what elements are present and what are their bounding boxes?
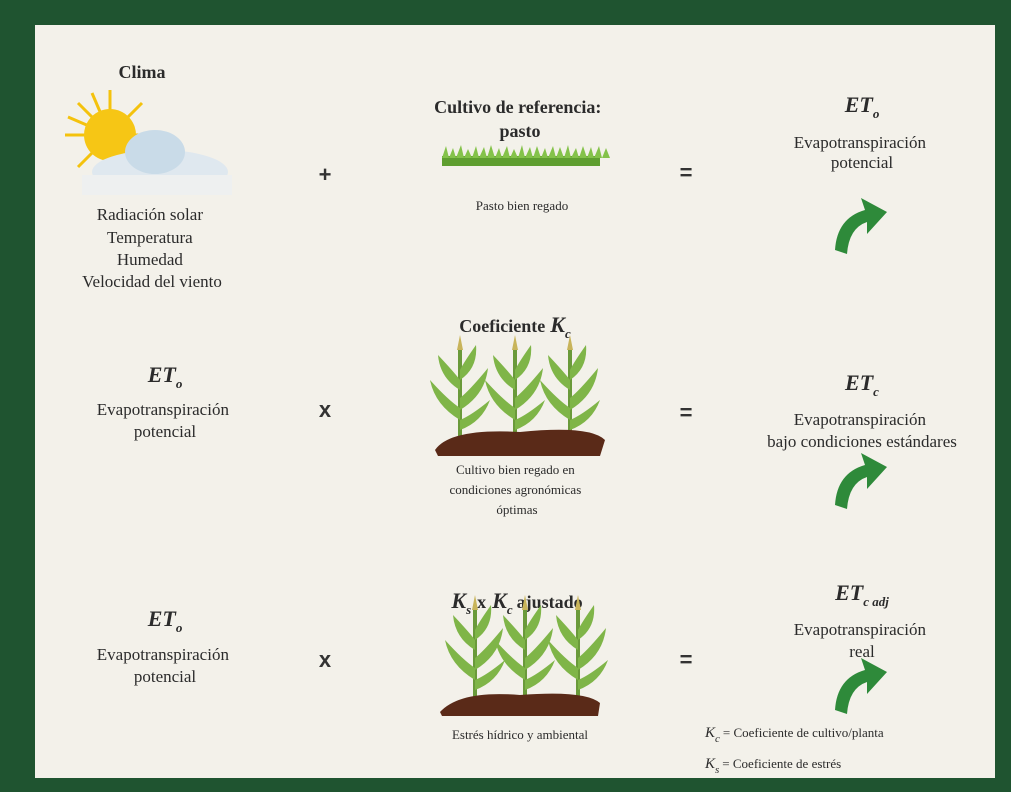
left-symbol: ETo [147,362,183,391]
text: ET [147,606,178,631]
clima-factors: Radiación solar Temperatura Humedad Velo… [82,205,222,291]
text: potencial [134,422,197,441]
left-text: Evapotranspiración potencial [97,645,233,686]
operator: + [319,162,332,187]
middle-title: Cultivo de referencia: pasto [434,97,606,141]
text: K [491,588,508,613]
text: Evapotranspiración [97,645,230,664]
text: o [176,376,183,391]
text: K [549,312,566,337]
text: Cultivo bien regado en [456,462,575,477]
text: ET [147,362,178,387]
text: = Coeficiente de estrés [722,756,841,771]
result-text: Evapotranspiración real [794,620,930,661]
left-text: Evapotranspiración potencial [97,400,233,441]
text: c [715,733,720,745]
equals: = [680,647,693,672]
equals: = [680,400,693,425]
clima-title: Clima [119,62,166,82]
text: potencial [831,153,894,172]
text: real [849,642,875,661]
text: Cultivo de referencia: [434,97,601,117]
text: Evapotranspiración [794,620,927,639]
legend-item: Ks = Coeficiente de estrés [704,756,841,776]
text: s [715,764,719,776]
text: ajustado [517,592,583,612]
text: Radiación solar [97,205,204,224]
text: condiciones agronómicas [449,482,581,497]
text: Evapotranspiración [794,410,927,429]
text: o [873,106,880,121]
text: Evapotranspiración [97,400,230,419]
text: K [704,725,716,741]
text: K [704,756,716,772]
result-text: Evapotranspiración potencial [794,133,930,172]
text: c [507,602,513,617]
text: s [465,602,471,617]
equals: = [680,160,693,185]
left-symbol: ETo [147,606,183,635]
result-text: Evapotranspiración bajo condiciones está… [767,410,957,451]
text: o [176,620,183,635]
text: ET [834,580,865,605]
middle-title: Ks x Kc ajustado [450,588,582,617]
text: Evapotranspiración [794,133,927,152]
grass-icon [442,145,610,166]
text: c [565,326,571,341]
caption: Cultivo bien regado en condiciones agron… [449,462,584,517]
text: c [873,384,879,399]
middle-title: Coeficiente Kc [459,312,571,341]
text: potencial [134,667,197,686]
caption: Estrés hídrico y ambiental [452,727,588,742]
text: Velocidad del viento [82,272,222,291]
text: bajo condiciones estándares [767,432,957,451]
caption: Pasto bien regado [476,198,568,213]
text: Humedad [117,250,184,269]
operator: x [319,397,332,422]
text: = Coeficiente de cultivo/planta [723,725,884,740]
text: ET [844,92,875,117]
text: ET [844,370,875,395]
result-symbol: ETc adj [834,580,889,609]
text: Coeficiente [459,316,545,336]
result-symbol: ETc [844,370,879,399]
text: x [477,592,486,612]
text: c adj [863,594,889,609]
operator: x [319,647,332,672]
corn-icon [428,333,605,456]
sun-cloud-icon [65,90,232,195]
result-symbol: ETo [844,92,880,121]
stressed-corn-icon [440,593,610,716]
text: Temperatura [107,228,193,247]
text: óptimas [496,502,537,517]
text: K [450,588,467,613]
text: pasto [499,121,540,141]
legend-item: Kc = Coeficiente de cultivo/planta [704,725,884,745]
